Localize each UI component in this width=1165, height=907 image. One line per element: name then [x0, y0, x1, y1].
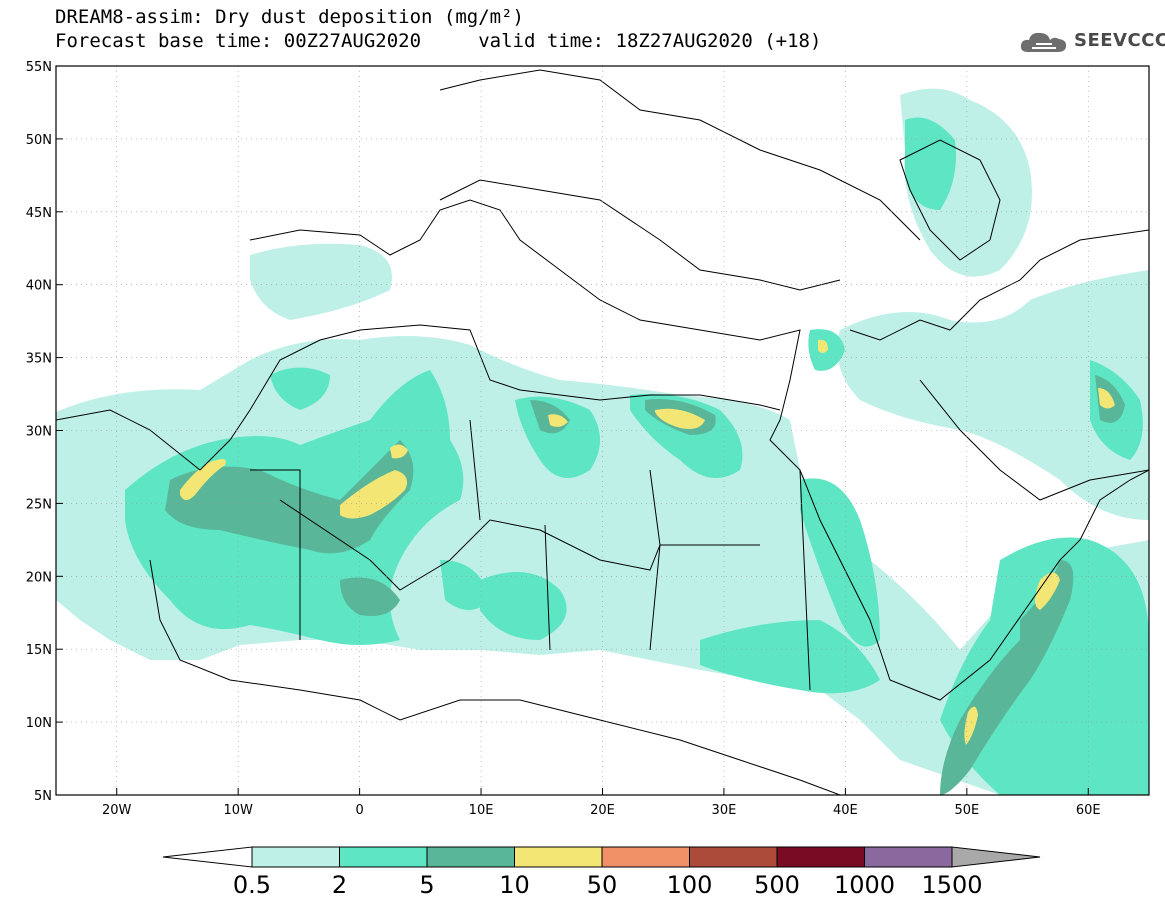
lat-tick-label: 45N [26, 206, 52, 221]
lat-tick-label: 10N [26, 716, 52, 731]
colorbar-label: 50 [587, 871, 618, 899]
colorbar-box [601, 846, 690, 868]
colorbar-label: 100 [667, 871, 713, 899]
lat-tick-label: 40N [26, 279, 52, 294]
lat-tick-label: 15N [26, 643, 52, 658]
colorbar-box [776, 846, 865, 868]
lon-tick-label: 50E [954, 803, 979, 818]
colorbar-box [251, 846, 340, 868]
lon-tick-label: 20E [590, 803, 615, 818]
colorbar-labels: 0.5 2 5 10 50 100 500 1000 1500 [233, 871, 983, 899]
lon-tick-label: 30E [712, 803, 737, 818]
colorbar-label: 0.5 [233, 871, 271, 899]
map-subtitle: Forecast base time: 00Z27AUG2020 valid t… [55, 30, 822, 52]
colorbar-boxes [162, 846, 1041, 868]
axis-ticks: 55N 50N 45N 40N 35N 30N 25N 20N 15N 10N 5N 20W 10W 0 1… [26, 60, 1101, 818]
colorbar-label: 10 [499, 871, 530, 899]
dust-contours [56, 88, 1149, 795]
lon-tick-label: 10E [469, 803, 494, 818]
cloud-icon [1020, 32, 1067, 52]
colorbar-label: 1000 [834, 871, 895, 899]
lon-tick-label: 20W [102, 803, 132, 818]
graticule [56, 66, 1149, 795]
lon-tick-label: 60E [1076, 803, 1101, 818]
colorbar-box [514, 846, 603, 868]
lat-tick-label: 30N [26, 425, 52, 440]
lon-tick-label: 40E [833, 803, 858, 818]
colorbar-extend-high [951, 846, 1041, 868]
colorbar-label: 2 [332, 871, 347, 899]
lat-tick-label: 55N [26, 60, 52, 75]
lat-tick-label: 5N [34, 789, 52, 804]
colorbar-label: 5 [419, 871, 434, 899]
lat-tick-label: 20N [26, 570, 52, 585]
lon-tick-label: 10W [223, 803, 253, 818]
logo-text: SEEVCCC [1074, 30, 1165, 51]
seevccc-logo: SEEVCCC [1018, 28, 1165, 56]
lat-tick-label: 25N [26, 497, 52, 512]
coastlines-and-borders [56, 69, 1149, 795]
colorbar-box [864, 846, 953, 868]
colorbar-box [426, 846, 515, 868]
colorbar-extend-low [162, 846, 253, 868]
contour-level-10 [180, 339, 1115, 745]
colorbar-box [339, 846, 428, 868]
map-title: DREAM8-assim: Dry dust deposition (mg/m²… [55, 6, 524, 28]
colorbar-box [689, 846, 778, 868]
colorbar-label: 500 [754, 871, 800, 899]
lon-tick-label: 0 [355, 803, 363, 818]
lat-tick-label: 50N [26, 133, 52, 148]
lat-tick-label: 35N [26, 352, 52, 367]
colorbar-label: 1500 [921, 871, 982, 899]
